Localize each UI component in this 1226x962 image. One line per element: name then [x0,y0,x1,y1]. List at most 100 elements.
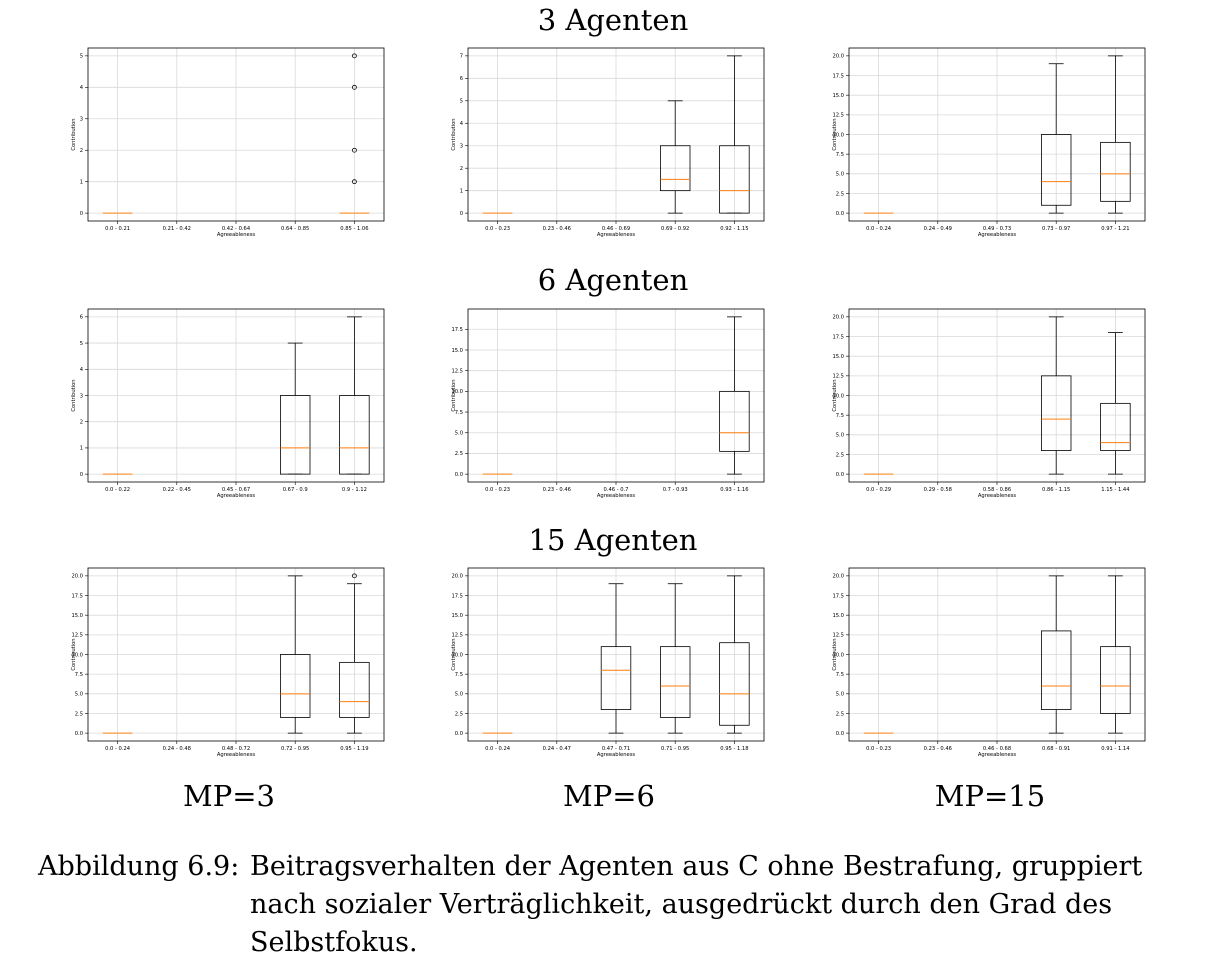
box-0.72-0.95 [279,575,311,734]
y-tick-label: 2 [80,420,83,426]
boxplot-chart: 0.0 2.5 5.0 7.5 10.0 12.5 15.0 17.5 20.0 0.0 - 0.… [832,567,1146,758]
y-tick-label: 1 [80,179,83,185]
y-axis-label: Contribution [451,638,457,670]
y-tick-label: 5 [460,99,463,105]
boxplot-panel-4: 0 1 2 3 4 5 6 0.0 - 0.22 0.22 - 0.45 0.45 - 0.67 0… [68,305,388,504]
x-axis-label: Agreeableness [597,232,636,238]
x-tick-label: 0.24 - 0.49 [924,226,952,232]
y-tick-label: 3 [80,393,83,399]
x-tick-label: 0.71 - 0.95 [661,746,689,752]
x-axis-label: Agreeableness [217,752,256,758]
x-tick-label: 0.0 - 0.29 [866,487,891,493]
y-tick-label: 12.5 [832,374,844,380]
boxplot-chart: 0 1 2 3 4 5 6 0.0 - 0.22 0.22 - 0.45 0.45 - 0.67 0… [71,308,385,499]
y-tick-label: 10.0 [832,652,844,658]
boxplot-panel-5: 0.0 2.5 5.0 7.5 10.0 12.5 15.0 17.5 0.0 - 0.23 0.… [448,305,768,504]
outlier-point [351,573,357,579]
box-0.95-1.18 [719,575,750,734]
y-tick-label: 4 [80,85,84,91]
column-label-mp6: MP=6 [563,779,655,813]
y-tick-label: 0.0 [836,211,844,217]
x-tick-label: 0.21 - 0.42 [163,226,191,232]
caption-text: Beitragsverhalten der Agenten aus C ohne… [250,851,1143,958]
y-tick-label: 17.5 [832,73,844,79]
y-tick-label: 10.0 [832,132,844,138]
box-0.85-1.06 [339,53,370,214]
y-axis-label: Contribution [832,638,838,670]
y-axis-label: Contribution [832,379,838,411]
x-tick-label: 0.86 - 1.15 [1042,487,1070,493]
x-tick-label: 0.93 - 1.16 [720,487,748,493]
boxplot-panel-6: 0.0 2.5 5.0 7.5 10.0 12.5 15.0 17.5 20.0 0.0 - 0.… [829,305,1149,504]
y-tick-label: 7.5 [455,410,463,416]
y-tick-label: 2.5 [836,711,844,717]
boxplot-panel-2: 0 1 2 3 4 5 6 7 0.0 - 0.23 0.23 - 0.46 0.46 - 0.69… [448,44,768,243]
boxplot-chart: 0.0 2.5 5.0 7.5 10.0 12.5 15.0 17.5 20.0 0.0 - 0.… [832,47,1146,238]
y-tick-label: 0 [80,211,83,217]
y-tick-label: 15.0 [451,613,463,619]
box-iqr [1100,646,1131,714]
x-axis-label: Agreeableness [978,232,1017,238]
y-axis-label: Contribution [451,118,457,150]
boxplot-chart: 0 1 2 3 4 5 0.0 - 0.21 0.21 - 0.42 0.42 - 0.64 0.… [71,47,385,238]
x-tick-label: 0.73 - 0.97 [1042,226,1070,232]
y-tick-label: 6 [80,315,83,321]
y-tick-label: 2 [80,148,83,154]
boxplot-panel-3: 0.0 2.5 5.0 7.5 10.0 12.5 15.0 17.5 20.0 0.0 - 0.… [829,44,1149,243]
plot-area: 0.0 2.5 5.0 7.5 10.0 12.5 15.0 17.5 0.0 - 0.23 0.… [451,308,765,499]
y-tick-label: 5 [80,341,83,347]
y-tick-label: 12.5 [832,113,844,119]
x-tick-label: 0.68 - 0.91 [1042,746,1070,752]
caption-prefix: Abbildung 6.9: [38,851,240,882]
y-tick-label: 0.0 [455,731,463,737]
y-tick-label: 5.0 [455,431,463,437]
y-tick-label: 6 [460,76,463,82]
outlier-point [351,179,357,185]
box-iqr [1100,141,1131,202]
y-tick-label: 4 [460,121,464,127]
plot-area: 0.0 2.5 5.0 7.5 10.0 12.5 15.0 17.5 20.0 0.0 - 0.… [451,567,765,758]
x-tick-label: 0.67 - 0.9 [283,487,308,493]
x-tick-label: 0.23 - 0.46 [543,487,571,493]
x-tick-label: 0.45 - 0.67 [222,487,250,493]
boxplot-chart: 0 1 2 3 4 5 6 7 0.0 - 0.23 0.23 - 0.46 0.46 - 0.69… [451,47,765,238]
x-tick-label: 0.24 - 0.47 [543,746,571,752]
y-tick-label: 3 [80,117,83,123]
x-axis-label: Agreeableness [597,752,636,758]
boxplot-panel-1: 0 1 2 3 4 5 0.0 - 0.21 0.21 - 0.42 0.42 - 0.64 0.… [68,44,388,243]
y-tick-label: 2.5 [455,451,463,457]
boxplot-chart: 0.0 2.5 5.0 7.5 10.0 12.5 15.0 17.5 20.0 0.0 - 0.… [451,567,765,758]
x-tick-label: 0.48 - 0.72 [222,746,250,752]
plot-area: 0 1 2 3 4 5 0.0 - 0.21 0.21 - 0.42 0.42 - 0.64 0.… [71,47,385,238]
plot-area: 0 1 2 3 4 5 6 7 0.0 - 0.23 0.23 - 0.46 0.46 - 0.69… [451,47,765,238]
y-tick-label: 12.5 [71,633,83,639]
box-0.97-1.21 [1100,55,1131,214]
column-label-mp3: MP=3 [183,779,275,813]
x-tick-label: 0.0 - 0.23 [485,487,510,493]
box-iqr [600,646,632,710]
plot-area: 0 1 2 3 4 5 6 0.0 - 0.22 0.22 - 0.45 0.45 - 0.67 0… [71,308,385,499]
x-tick-label: 0.91 - 1.14 [1101,746,1130,752]
x-tick-label: 0.46 - 0.68 [983,746,1011,752]
y-tick-label: 20.0 [832,574,844,580]
boxplot-chart: 0.0 2.5 5.0 7.5 10.0 12.5 15.0 17.5 20.0 0.0 - 0.… [71,567,385,758]
y-axis-label: Contribution [71,379,77,411]
x-tick-label: 0.0 - 0.24 [866,226,892,232]
y-tick-label: 2.5 [455,711,463,717]
y-tick-label: 15.0 [71,613,83,619]
y-tick-label: 5.0 [836,433,844,439]
y-tick-label: 2.5 [836,452,844,458]
y-tick-label: 17.5 [71,593,83,599]
y-axis-label: Contribution [71,638,77,670]
box-0.92-1.15 [719,55,750,214]
row-title-3-agents: 3 Agenten [537,3,689,37]
x-tick-label: 0.95 - 1.18 [720,746,748,752]
y-tick-label: 12.5 [451,368,463,374]
y-tick-label: 0.0 [75,731,83,737]
box-0.95-1.19 [339,573,370,734]
y-tick-label: 15.0 [451,348,463,354]
x-tick-label: 1.15 - 1.44 [1101,487,1130,493]
box-iqr [339,661,370,718]
x-tick-label: 0.42 - 0.64 [222,226,251,232]
box-iqr [659,646,691,718]
